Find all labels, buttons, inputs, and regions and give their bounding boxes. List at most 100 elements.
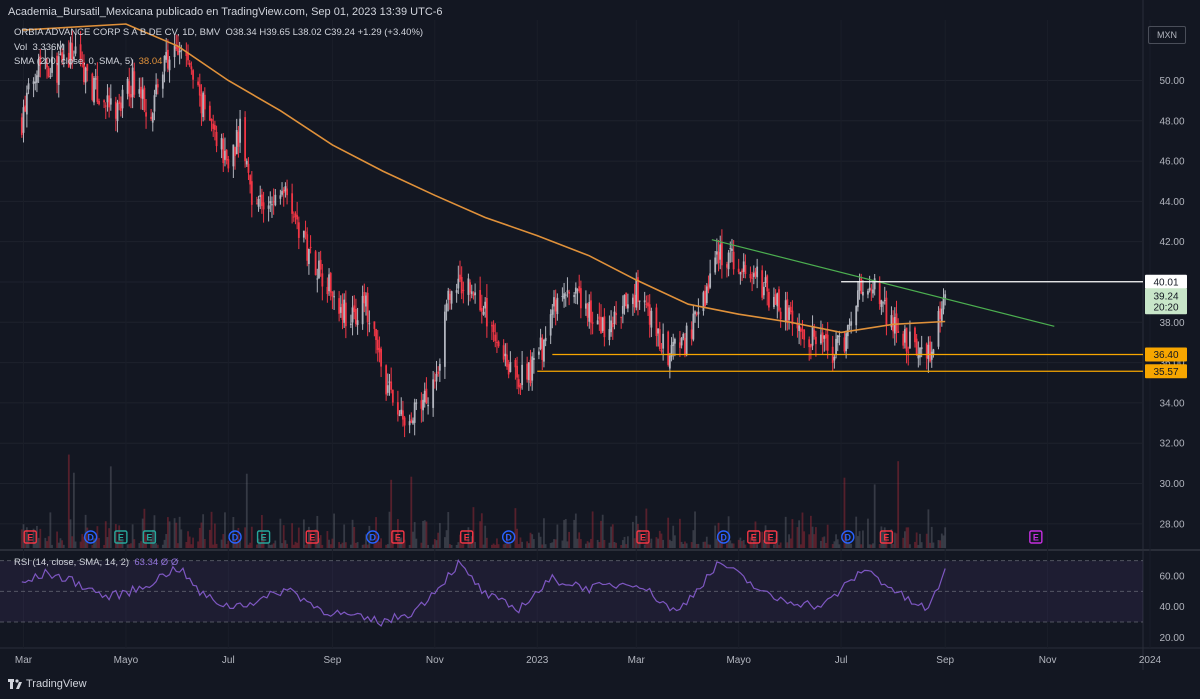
volume-bar [726,543,728,548]
candle-body [138,89,141,94]
volume-bar [67,454,70,548]
candle-body [694,311,696,315]
time-tick-label: Mayo [726,655,751,666]
candle-body [220,138,223,150]
candle-body [655,307,658,337]
rsi-legend: RSI (14, close, SMA, 14, 2) 63.34 Ø Ø [14,557,178,568]
candle-body [836,335,839,343]
volume-bar [858,531,861,548]
candle-body [764,277,767,284]
candle-body [180,50,183,52]
candle-body [153,95,156,112]
candle-body [825,333,827,339]
candle-body [799,328,802,332]
volume-bar [220,539,223,548]
candle-body [626,304,629,309]
candle-body [470,291,473,295]
volume-bar [108,528,111,548]
candle-body [49,76,52,78]
candle-body [459,274,461,280]
candle-body [47,68,50,77]
volume-bar [776,531,779,548]
volume-bar [412,531,414,548]
volume-bar [714,525,717,548]
volume-bar [356,542,359,548]
volume-bar [232,516,235,548]
volume-bar [292,544,295,548]
volume-bar [821,537,824,548]
candle-body [96,75,99,102]
event-letter: D [232,533,239,543]
candle-body [224,150,226,160]
candle-body [450,291,453,304]
symbol-name[interactable]: ORBIA ADVANCE CORP S A B DE CV, 1D, BMV [14,27,221,38]
volume-bar [114,524,117,548]
candle-body [292,216,295,218]
candle-body [635,279,638,308]
volume-bar [363,544,366,548]
candle-body [151,113,154,123]
volume-bar [296,542,299,548]
volume-label[interactable]: Vol [14,42,28,53]
volume-bar [391,529,394,548]
candle-body [638,300,641,302]
candle-body [445,303,448,312]
volume-bar [645,508,648,548]
volume-bar [469,541,471,548]
volume-bar [227,540,230,548]
volume-bar [543,518,545,548]
candle-body [396,402,399,415]
volume-bar [262,535,265,548]
candle-body [376,339,379,350]
rsi-label[interactable]: RSI (14, close, SMA, 14, 2) [14,557,130,568]
volume-bar [490,544,493,548]
candle-body [36,75,38,83]
candle-body [909,331,911,349]
candle-body [749,273,752,279]
candle-body [420,400,423,409]
volume-bar [741,541,743,548]
volume-bar [914,541,916,548]
price-tick-label: 50.00 [1159,76,1184,87]
volume-bar [361,544,364,548]
volume-bar [212,544,215,548]
candle-body [314,251,317,276]
volume-bar [880,526,883,548]
candle-body [801,329,804,331]
volume-bar [314,529,317,548]
volume-bar [140,541,142,548]
volume-bar [344,542,347,548]
volume-bar [882,531,884,548]
volume-bar [705,536,708,548]
volume-bar [496,538,498,548]
volume-bar [897,461,900,548]
candle-body [121,89,124,109]
volume-bar [611,524,614,548]
candle-body [856,290,859,308]
candle-body [119,102,122,111]
volume-bar [658,530,661,548]
candle-body [118,101,121,105]
volume-bar [47,536,50,548]
volume-bar [168,521,171,548]
price-tick-label: 42.00 [1159,237,1184,248]
currency-badge[interactable]: MXN [1148,26,1186,44]
resistance-line-label-bg [1145,274,1187,289]
volume-bar [650,538,653,548]
sma-label[interactable]: SMA (200, close, 0, SMA, 5) [14,56,134,67]
volume-bar [237,527,240,548]
candle-body [615,312,618,316]
candle-body [766,275,769,292]
candle-body [702,292,705,312]
candle-body [291,193,294,214]
candle-body [161,74,164,89]
candle-body [185,52,188,56]
volume-bar [527,543,530,548]
candle-body [944,294,947,299]
volume-bar [801,512,804,548]
volume-bar [588,542,591,548]
volume-bar [267,541,270,548]
candle-body [709,273,712,288]
volume-bar [867,518,869,548]
